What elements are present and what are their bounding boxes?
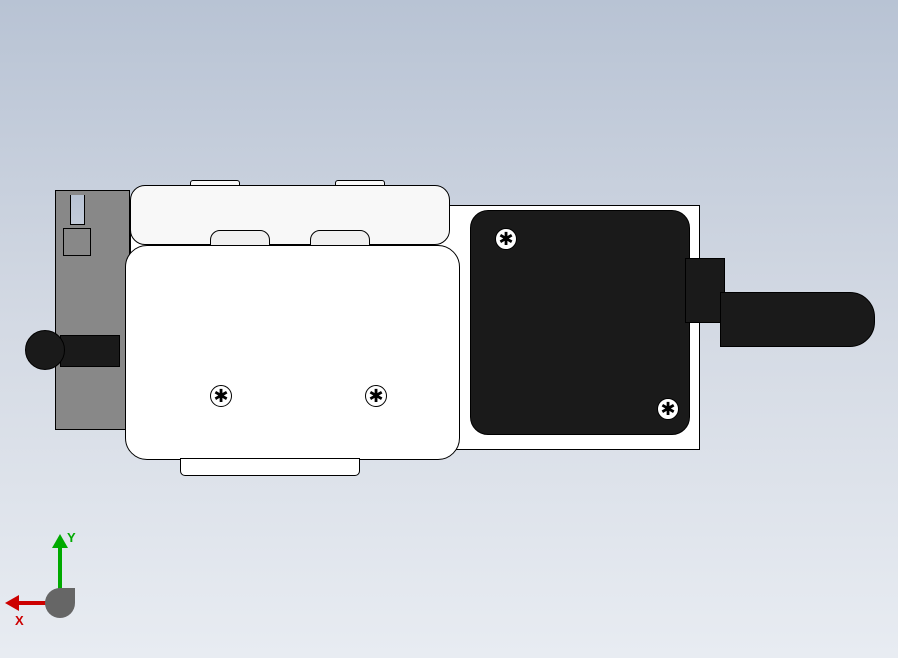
x-axis-label: X bbox=[15, 613, 24, 628]
y-axis-label: Y bbox=[67, 530, 76, 545]
coordinate-triad[interactable]: X Y bbox=[15, 533, 115, 633]
cad-model-assembly[interactable]: ✱ ✱ ✱ ✱ bbox=[25, 180, 875, 470]
star-glyph: ✱ bbox=[498, 230, 513, 248]
black-connector-notch bbox=[685, 258, 725, 323]
left-bracket bbox=[55, 190, 130, 430]
star-glyph: ✱ bbox=[368, 387, 383, 405]
triad-origin-icon bbox=[45, 588, 75, 618]
cad-viewport[interactable]: ✱ ✱ ✱ ✱ X Y bbox=[0, 0, 898, 658]
x-axis-arrow-icon bbox=[5, 595, 19, 611]
bracket-notch bbox=[70, 195, 85, 225]
star-glyph: ✱ bbox=[660, 400, 675, 418]
star-screw-icon: ✱ bbox=[365, 385, 387, 407]
top-rounded-plate bbox=[130, 185, 450, 245]
ball-joint bbox=[25, 330, 65, 370]
black-cable bbox=[720, 292, 875, 347]
star-screw-icon: ✱ bbox=[210, 385, 232, 407]
star-screw-icon: ✱ bbox=[495, 228, 517, 250]
star-screw-icon: ✱ bbox=[657, 398, 679, 420]
main-white-body bbox=[125, 245, 460, 460]
y-axis bbox=[58, 545, 62, 593]
star-glyph: ✱ bbox=[213, 387, 228, 405]
ball-shaft bbox=[60, 335, 120, 367]
y-axis-arrow-icon bbox=[52, 534, 68, 548]
bracket-cutout bbox=[63, 228, 91, 256]
bottom-tab bbox=[180, 458, 360, 476]
